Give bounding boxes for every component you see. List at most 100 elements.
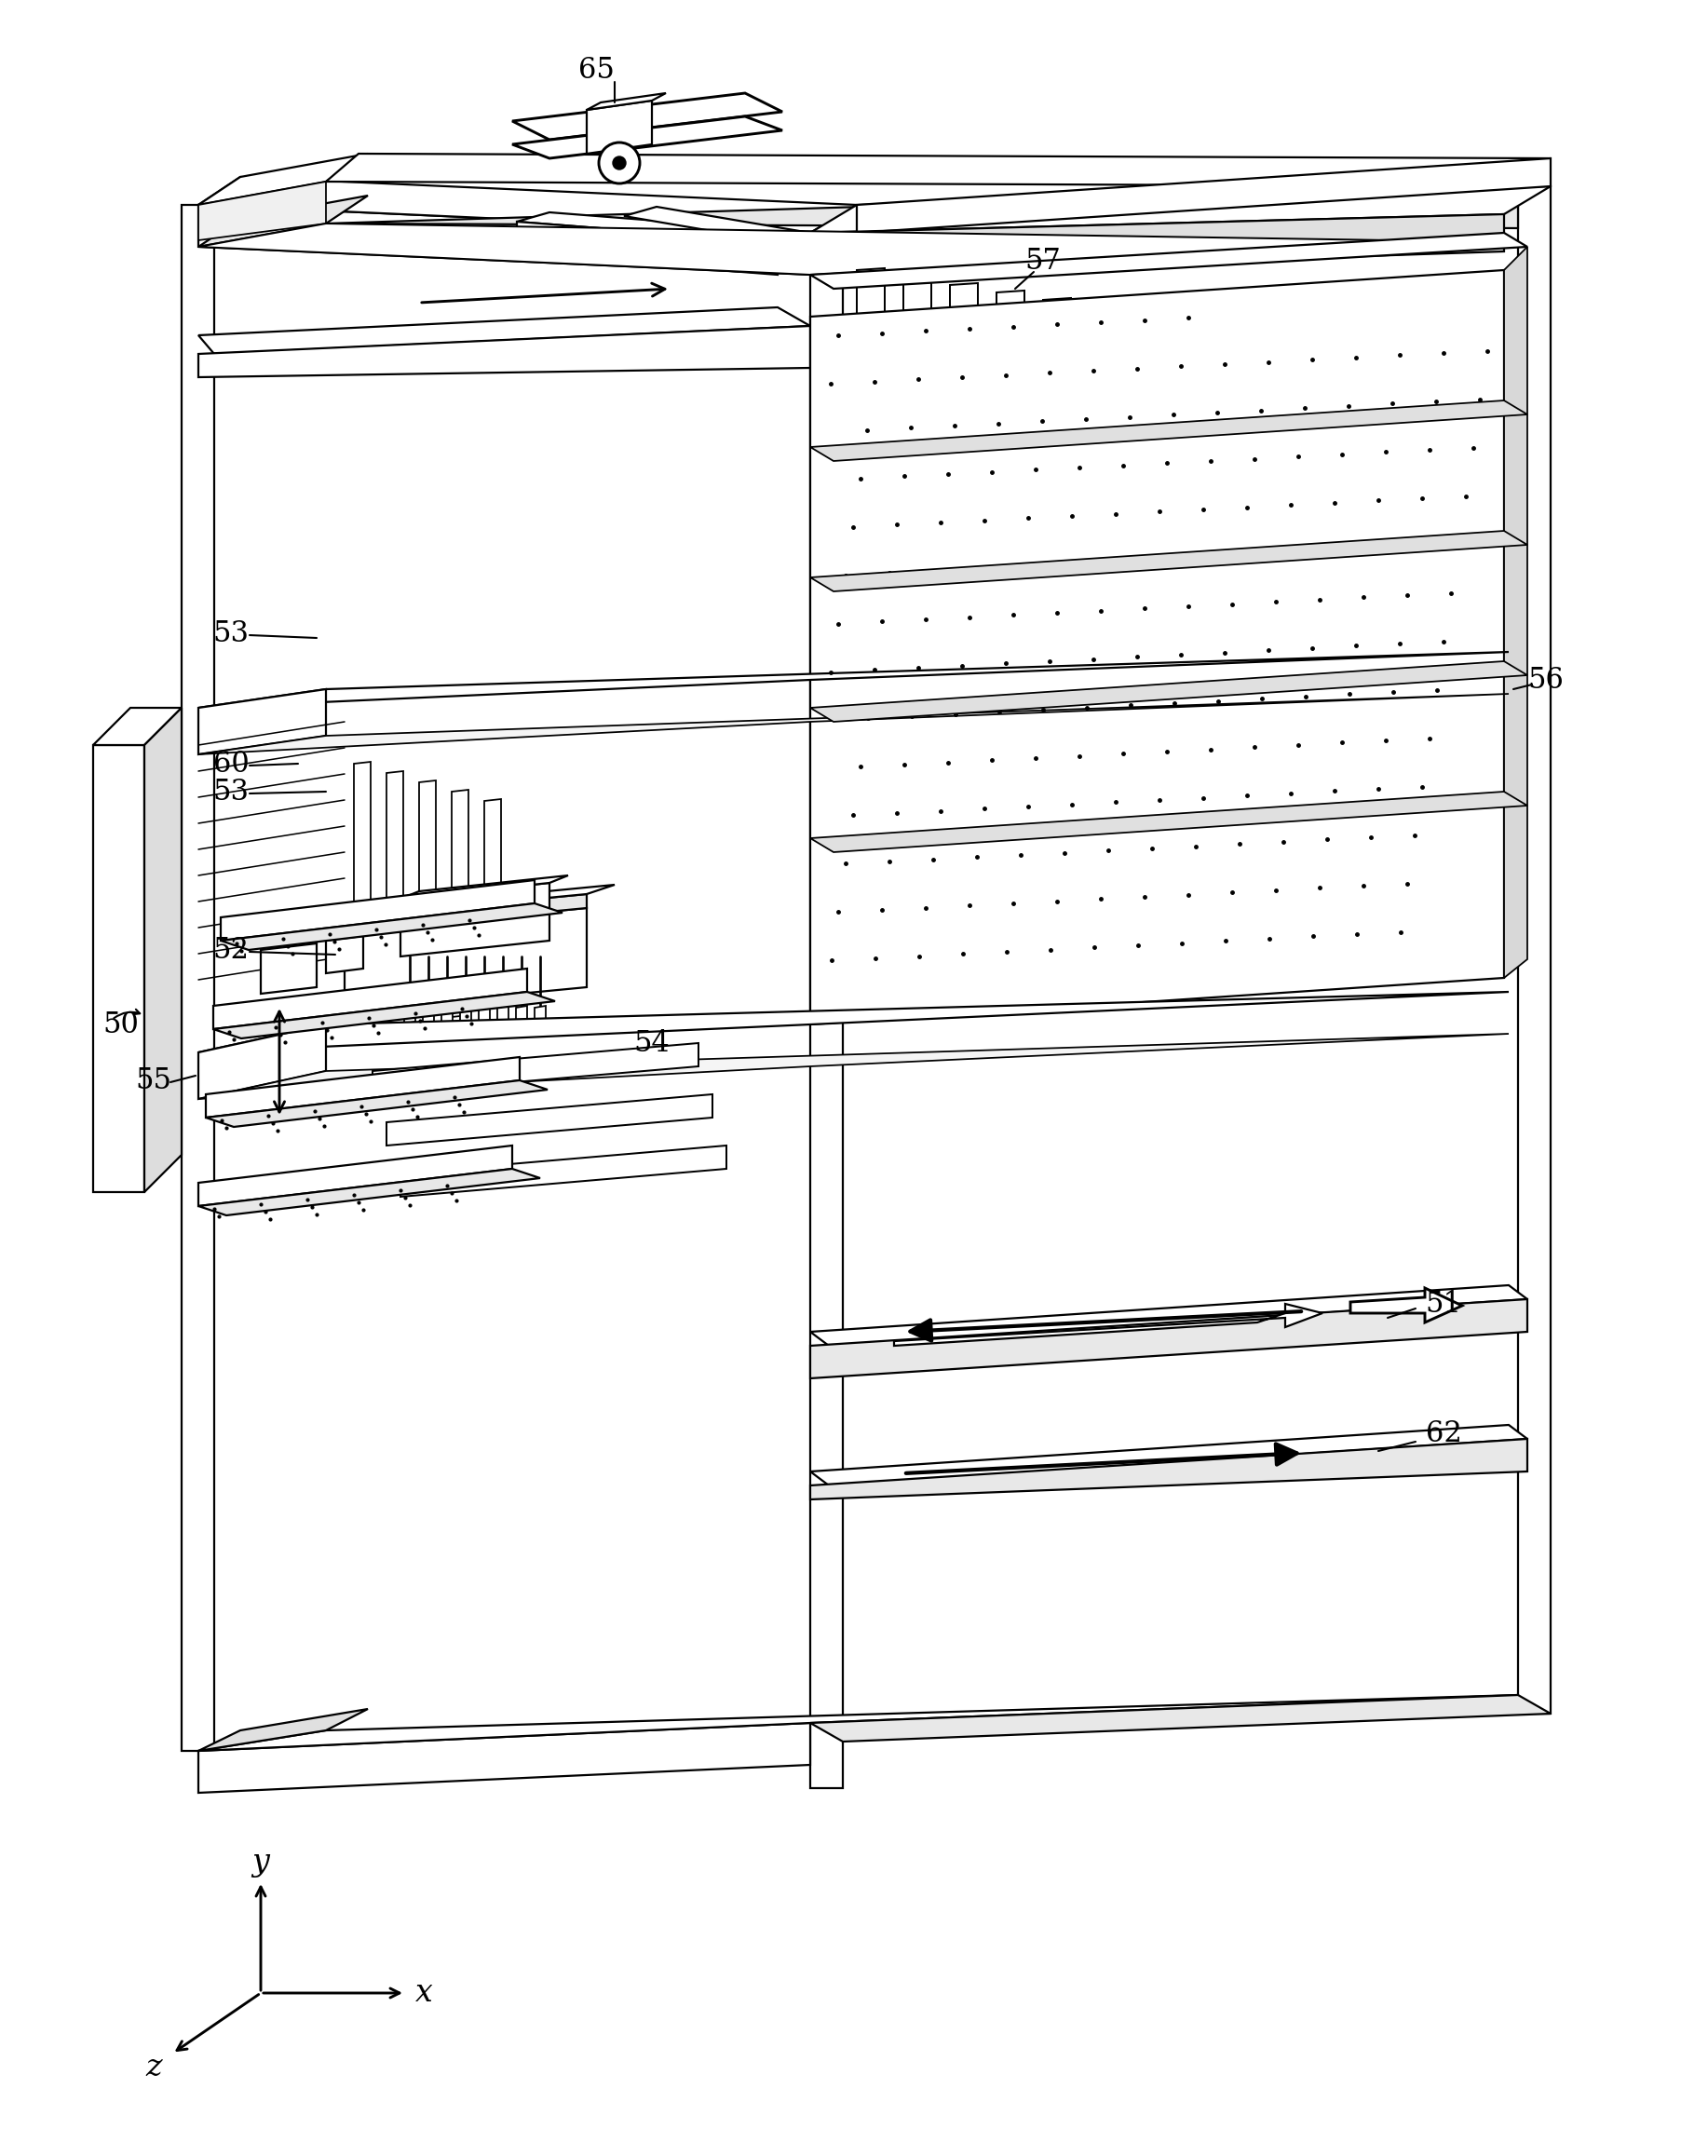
Polygon shape	[810, 213, 1505, 274]
Polygon shape	[810, 530, 1527, 591]
Text: 51: 51	[1426, 1289, 1462, 1317]
Polygon shape	[810, 270, 1505, 1024]
Polygon shape	[996, 291, 1025, 582]
Polygon shape	[950, 282, 979, 576]
Polygon shape	[588, 101, 652, 153]
Text: z: z	[145, 2053, 162, 2083]
Polygon shape	[345, 895, 588, 931]
Text: 57: 57	[1025, 246, 1061, 276]
Polygon shape	[424, 1007, 434, 1024]
Polygon shape	[198, 1145, 512, 1205]
Polygon shape	[405, 1007, 415, 1024]
Polygon shape	[810, 662, 1527, 722]
Polygon shape	[485, 800, 500, 1026]
Polygon shape	[418, 780, 436, 1007]
Polygon shape	[326, 185, 1518, 229]
Polygon shape	[904, 276, 931, 567]
Polygon shape	[181, 205, 214, 1751]
Polygon shape	[198, 690, 326, 755]
Polygon shape	[198, 1033, 1508, 1100]
Polygon shape	[518, 222, 777, 274]
Text: x: x	[415, 1977, 432, 2007]
Polygon shape	[198, 1169, 540, 1216]
Polygon shape	[198, 181, 326, 239]
Text: 53: 53	[214, 619, 249, 647]
Text: 54: 54	[634, 1028, 670, 1056]
Polygon shape	[354, 761, 371, 990]
Polygon shape	[94, 707, 181, 746]
Polygon shape	[1505, 246, 1527, 979]
Polygon shape	[810, 185, 1551, 233]
Polygon shape	[198, 326, 810, 377]
Polygon shape	[326, 936, 364, 972]
Polygon shape	[1044, 298, 1071, 591]
Polygon shape	[345, 908, 588, 1011]
Polygon shape	[372, 1044, 699, 1095]
Text: 60: 60	[214, 750, 249, 778]
Polygon shape	[198, 694, 1508, 755]
Text: 53: 53	[214, 776, 249, 806]
Polygon shape	[214, 992, 555, 1039]
Polygon shape	[198, 1723, 810, 1794]
Circle shape	[600, 142, 640, 183]
Polygon shape	[478, 1007, 490, 1024]
Polygon shape	[198, 205, 810, 274]
Text: 55: 55	[135, 1065, 173, 1095]
Polygon shape	[518, 211, 810, 241]
Polygon shape	[400, 884, 550, 957]
Polygon shape	[400, 1145, 726, 1197]
Text: y: y	[253, 1848, 270, 1878]
Text: 52: 52	[214, 936, 249, 964]
Polygon shape	[198, 224, 1508, 274]
Polygon shape	[810, 233, 1527, 289]
Polygon shape	[1090, 306, 1117, 597]
Polygon shape	[198, 308, 810, 354]
Polygon shape	[198, 1710, 367, 1751]
Polygon shape	[893, 1304, 1322, 1345]
Circle shape	[613, 157, 625, 170]
Polygon shape	[588, 93, 666, 110]
Text: 50: 50	[102, 1009, 138, 1039]
Polygon shape	[810, 1285, 1527, 1345]
Polygon shape	[207, 1080, 548, 1128]
Polygon shape	[220, 903, 562, 951]
Polygon shape	[198, 1695, 1518, 1751]
Polygon shape	[535, 1007, 547, 1024]
Polygon shape	[386, 1095, 712, 1145]
Polygon shape	[810, 1695, 1551, 1742]
Polygon shape	[198, 177, 857, 233]
Polygon shape	[145, 707, 181, 1192]
Polygon shape	[220, 880, 535, 940]
Polygon shape	[214, 968, 528, 1028]
Polygon shape	[810, 401, 1527, 461]
Polygon shape	[459, 1007, 471, 1024]
Polygon shape	[386, 772, 403, 998]
Polygon shape	[400, 875, 569, 899]
Polygon shape	[810, 791, 1527, 852]
Polygon shape	[857, 267, 885, 561]
Polygon shape	[261, 944, 316, 994]
Polygon shape	[1351, 1287, 1462, 1322]
Polygon shape	[810, 1425, 1527, 1485]
Polygon shape	[198, 196, 367, 246]
Polygon shape	[198, 153, 367, 205]
Polygon shape	[512, 93, 782, 140]
Polygon shape	[207, 1056, 519, 1117]
Polygon shape	[198, 992, 1508, 1052]
Polygon shape	[497, 1007, 509, 1024]
Text: 56: 56	[1529, 666, 1565, 694]
Polygon shape	[326, 153, 1551, 185]
Polygon shape	[345, 884, 615, 916]
Polygon shape	[810, 1438, 1527, 1498]
Polygon shape	[623, 207, 810, 241]
Text: 62: 62	[1426, 1421, 1462, 1449]
Polygon shape	[198, 651, 1508, 707]
Polygon shape	[198, 1024, 326, 1100]
Polygon shape	[441, 1007, 453, 1024]
Polygon shape	[94, 746, 145, 1192]
Polygon shape	[1518, 185, 1551, 1714]
Polygon shape	[810, 233, 842, 1787]
Polygon shape	[857, 157, 1551, 233]
Polygon shape	[512, 116, 782, 157]
Polygon shape	[451, 789, 468, 1018]
